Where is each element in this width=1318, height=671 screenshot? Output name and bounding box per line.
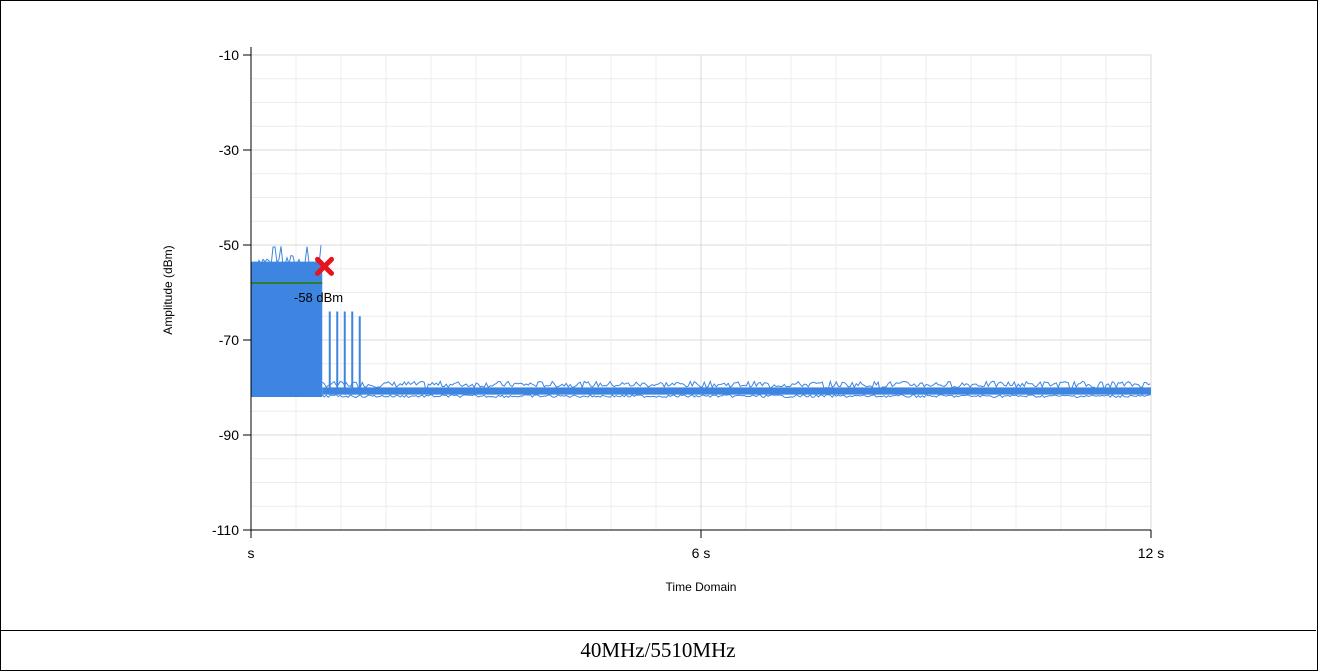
noise-floor-trace-low bbox=[321, 393, 1151, 399]
y-tick-label: -30 bbox=[219, 142, 239, 158]
grid-lines bbox=[250, 54, 1152, 531]
x-tick-label: s bbox=[248, 545, 255, 561]
x-tick-label: 12 s bbox=[1138, 545, 1164, 561]
caption-divider bbox=[0, 630, 1316, 631]
signal-trace bbox=[250, 245, 1151, 399]
y-tick-label: -10 bbox=[219, 47, 239, 63]
y-tick-label: -90 bbox=[219, 427, 239, 443]
noise-floor-trace bbox=[321, 379, 1151, 395]
y-tick-label: -50 bbox=[219, 237, 239, 253]
peak-marker-stroke bbox=[315, 256, 334, 276]
noise-floor bbox=[322, 387, 1151, 395]
y-tick-label: -110 bbox=[212, 522, 239, 538]
signal-burst bbox=[251, 261, 323, 397]
signal-burst-peaks bbox=[250, 245, 322, 270]
y-tick-label: -70 bbox=[219, 332, 239, 348]
figure-caption: 40MHz/5510MHz bbox=[580, 637, 736, 662]
y-axis-label: Amplitude (dBm) bbox=[161, 245, 175, 334]
x-axis-label: Time Domain bbox=[666, 580, 737, 594]
peak-marker bbox=[315, 256, 334, 276]
threshold-label: -58 dBm bbox=[294, 290, 343, 305]
axes: -10 -30 -50 -70 -90 -110 s 6 s 12 s bbox=[212, 47, 1164, 561]
x-tick-label: 6 s bbox=[692, 545, 711, 561]
